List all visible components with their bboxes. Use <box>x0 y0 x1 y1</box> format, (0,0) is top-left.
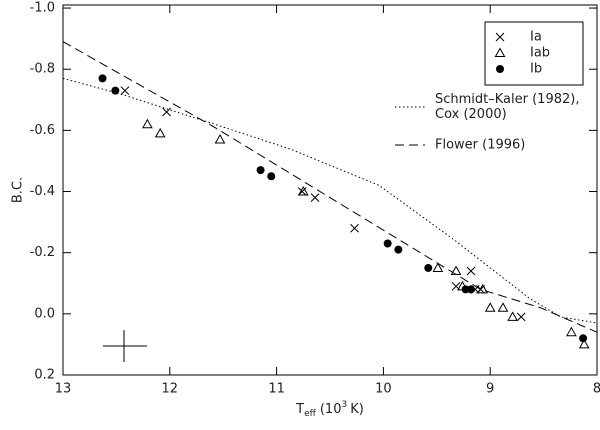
point <box>579 334 588 343</box>
x-label-sub: eff <box>304 409 317 419</box>
line <box>62 77 598 324</box>
x-tick-label: 9 <box>486 382 494 397</box>
point <box>267 172 276 181</box>
legend-label: Flower (1996) <box>435 138 525 153</box>
point <box>297 186 309 196</box>
point <box>424 263 433 272</box>
x-tick-label: 13 <box>55 382 72 397</box>
point <box>120 86 130 95</box>
point <box>566 326 577 337</box>
y-tick-label: -0.4 <box>30 184 55 199</box>
legend-box <box>484 21 584 86</box>
legend-marker <box>496 65 504 73</box>
y-tick-label: 0.2 <box>34 368 55 383</box>
y-tick-label: -0.2 <box>30 245 55 260</box>
point <box>214 134 226 144</box>
x-tick-label: 12 <box>162 382 179 397</box>
legend-label: Ia <box>530 30 542 45</box>
point <box>432 262 444 272</box>
y-tick-label: -0.6 <box>30 123 55 138</box>
point <box>256 166 265 175</box>
point <box>98 74 107 83</box>
legend-marker <box>494 47 506 57</box>
point <box>383 239 392 248</box>
point <box>516 312 526 322</box>
point <box>154 127 166 138</box>
legend-marker <box>495 32 505 42</box>
point <box>310 193 320 202</box>
x-tick-label: 11 <box>268 382 285 397</box>
point <box>477 283 489 294</box>
x-label-end: K) <box>350 402 364 417</box>
point <box>394 245 403 254</box>
y-axis-label: B.C. <box>11 177 26 203</box>
point <box>466 285 475 294</box>
point <box>350 223 359 233</box>
point <box>578 338 590 349</box>
y-tick-label: 0.0 <box>34 306 55 321</box>
x-tick-label: 10 <box>375 382 392 397</box>
x-tick-label: 8 <box>593 382 600 397</box>
y-tick-label: -1.0 <box>30 1 55 16</box>
legend-label: Cox (2000) <box>435 107 507 122</box>
x-label-main: T <box>295 402 304 417</box>
y-tick-label: -0.8 <box>30 62 55 77</box>
point <box>507 311 518 321</box>
legend-label: Schmidt–Kaler (1982), <box>435 92 579 107</box>
point <box>497 302 509 312</box>
line <box>62 41 598 333</box>
point <box>484 302 496 312</box>
point <box>466 266 476 276</box>
legend-label: Ib <box>530 62 542 77</box>
x-axis-label: Teff (103 K) <box>295 400 364 419</box>
x-label-sup: 3 <box>341 400 347 410</box>
error-cross <box>103 330 147 362</box>
point <box>162 107 171 117</box>
point <box>142 118 153 129</box>
x-label-rest: (10 <box>320 402 342 417</box>
legend-label: Iab <box>530 46 550 61</box>
plot-frame <box>62 4 598 376</box>
point <box>450 265 462 276</box>
